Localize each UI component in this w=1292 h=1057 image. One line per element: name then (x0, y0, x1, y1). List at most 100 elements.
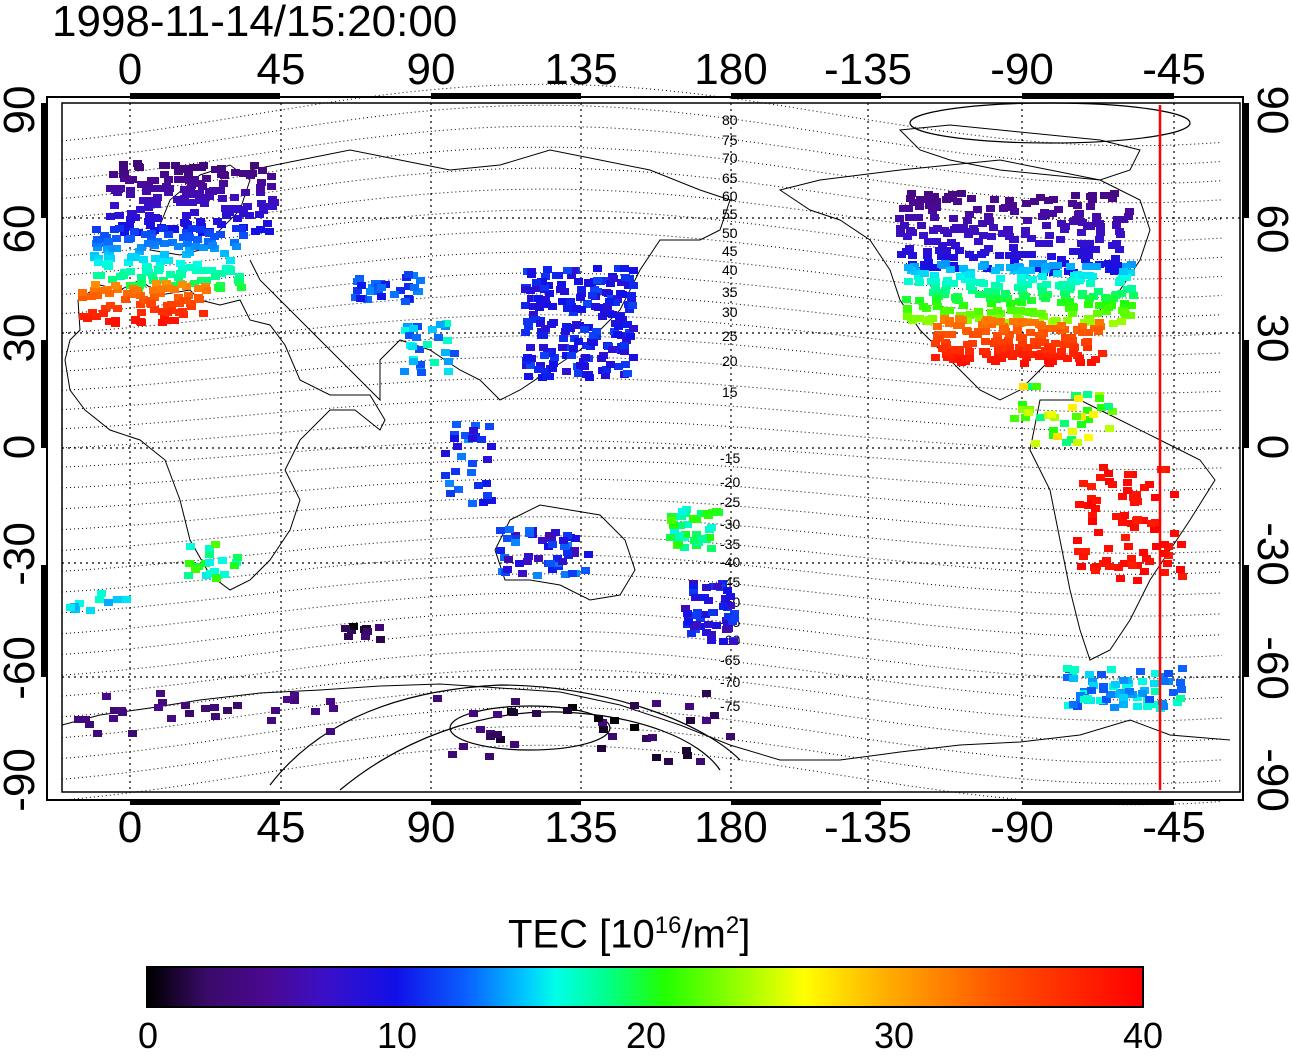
tec-pixel (441, 472, 450, 479)
tec-pixel (81, 716, 90, 723)
tec-pixel (617, 279, 626, 286)
tec-pixel (133, 160, 142, 167)
tec-pixel (205, 230, 214, 237)
tec-pixel (1133, 703, 1142, 710)
tec-pixel (148, 272, 157, 279)
tec-pixel (205, 551, 214, 558)
tec-pixel (1147, 520, 1156, 527)
tec-pixel (152, 185, 161, 192)
tec-pixel (205, 193, 214, 200)
tec-pixel (628, 302, 637, 309)
tec-pixel (1061, 293, 1070, 300)
mag-lat-label: -40 (720, 554, 740, 570)
mag-lat-label: 30 (722, 304, 738, 320)
tec-pixel (1068, 310, 1077, 317)
timestamp-title: 1998-11-14/15:20:00 (52, 0, 458, 46)
tec-pixel (1061, 223, 1070, 230)
tec-pixel (511, 535, 520, 542)
tec-pixel (226, 257, 235, 264)
tec-pixel (141, 231, 150, 238)
tec-pixel (204, 238, 213, 245)
mag-lat-contour (61, 459, 1223, 491)
tec-pixel (979, 232, 988, 239)
tec-pixel (982, 317, 991, 324)
tec-pixel (956, 273, 965, 280)
tec-pixel (1133, 577, 1142, 584)
tec-pixel (1030, 319, 1039, 326)
tec-pixel (92, 240, 101, 247)
tec-pixel (919, 303, 928, 310)
tec-pixel (174, 168, 183, 175)
tec-pixel (1152, 543, 1161, 550)
tec-pixel (605, 298, 614, 305)
tec-pixel (629, 282, 638, 289)
tec-pixel (83, 315, 92, 322)
tec-pixel (689, 589, 698, 596)
tec-pixel (163, 302, 172, 309)
tec-pixel (1006, 351, 1015, 358)
tec-pixel (202, 277, 211, 284)
tec-pixel (981, 328, 990, 335)
tec-pixel (1169, 689, 1178, 696)
mag-lat-label: 75 (722, 132, 738, 148)
tec-pixel (903, 233, 912, 240)
tec-pixel (111, 282, 120, 289)
tec-pixel (210, 704, 219, 711)
tec-pixel (935, 247, 944, 254)
tec-pixel (539, 332, 548, 339)
tec-pixel (233, 702, 242, 709)
tec-pixel (1125, 208, 1134, 215)
tec-pixel (104, 238, 113, 245)
tec-pixel (111, 320, 120, 327)
tec-pixel (557, 281, 566, 288)
tec-pixel (174, 274, 183, 281)
tec-pixel (1095, 395, 1104, 402)
tec-pixel (1073, 537, 1082, 544)
tec-pixel (1009, 244, 1018, 251)
tec-pixel (263, 220, 272, 227)
tec-pixel (589, 332, 598, 339)
tec-pixel (1027, 235, 1036, 242)
tec-pixel (546, 560, 555, 567)
tec-pixel (1047, 411, 1056, 418)
tec-pixel (1102, 696, 1111, 703)
tec-pixel (1117, 290, 1126, 297)
tec-pixel (1095, 302, 1104, 309)
tec-pixel (526, 344, 535, 351)
tec-pixel (1108, 481, 1117, 488)
tec-pixel (349, 623, 358, 630)
tec-pixel (927, 278, 936, 285)
tec-pixel (534, 555, 543, 562)
mag-lat-label: 40 (722, 262, 738, 278)
tec-pixel (1004, 347, 1013, 354)
tec-pixel (966, 271, 975, 278)
tec-pixel (158, 319, 167, 326)
tec-pixel (593, 288, 602, 295)
tec-pixel (78, 294, 87, 301)
tec-pixel (966, 311, 975, 318)
tec-pixel (1036, 194, 1045, 201)
tec-pixel (558, 558, 567, 565)
tec-pixel (132, 287, 141, 294)
tec-pixel (1055, 353, 1064, 360)
tec-pixel (147, 230, 156, 237)
tec-pixel (1082, 329, 1091, 336)
tec-pixel (625, 329, 634, 336)
tec-pixel (106, 213, 115, 220)
tec-pixel (897, 251, 906, 258)
tec-pixel (1084, 252, 1093, 259)
tec-pixel (1001, 351, 1010, 358)
tec-pixel (185, 234, 194, 241)
mag-lat-label: -35 (720, 536, 740, 552)
tec-pixel (93, 236, 102, 243)
tec-pixel (75, 600, 84, 607)
tec-pixel (1078, 219, 1087, 226)
tec-pixel (445, 480, 454, 487)
tec-pixel (137, 309, 146, 316)
tec-pixel (719, 638, 728, 645)
tec-pixel (996, 318, 1005, 325)
australia-coast (494, 504, 636, 601)
tec-pixel (730, 615, 739, 622)
tec-pixel (1065, 298, 1074, 305)
tec-pixel (329, 705, 338, 712)
